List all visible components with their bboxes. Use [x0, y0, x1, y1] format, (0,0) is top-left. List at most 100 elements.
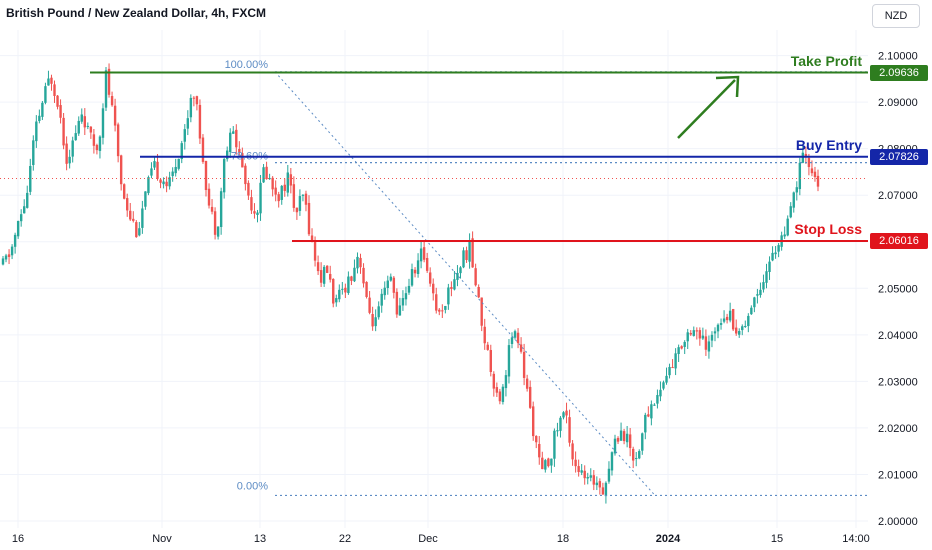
candle-body: [16, 220, 20, 237]
candle-body: [307, 202, 311, 235]
candle-body: [807, 157, 811, 168]
candle-body: [653, 404, 656, 406]
candle-body: [680, 346, 683, 349]
candle-body: [362, 267, 365, 284]
candle-body: [471, 238, 474, 268]
candle-body: [798, 162, 802, 190]
candle-body: [177, 158, 180, 169]
candle-body: [38, 115, 41, 122]
candle-body: [207, 188, 211, 206]
candle-body: [659, 389, 662, 397]
candle-body: [580, 470, 583, 473]
candle-body: [150, 168, 153, 176]
candle-body: [389, 276, 393, 281]
candle-body: [553, 430, 556, 459]
candle-body: [689, 332, 692, 335]
candle-body: [247, 182, 250, 196]
candle-body: [744, 325, 747, 327]
candle-body: [71, 140, 74, 157]
candle-body: [129, 210, 132, 220]
candle-body: [156, 161, 159, 179]
candle-body: [126, 198, 129, 211]
candle-body: [756, 294, 759, 296]
candle-body: [813, 171, 817, 178]
candle-body: [795, 187, 798, 193]
candle-body: [83, 116, 87, 128]
candle-body: [516, 332, 520, 344]
candle-body: [650, 404, 653, 419]
candle-body: [265, 166, 268, 180]
candlestick-series: [1, 63, 820, 504]
candle-body: [289, 174, 293, 186]
candle-body: [771, 252, 774, 261]
candle-body: [101, 108, 105, 138]
time-tick-label: 2024: [656, 533, 681, 545]
candle-body: [56, 95, 59, 107]
candle-body: [183, 129, 186, 142]
candle-body: [701, 335, 705, 339]
candle-body: [407, 285, 411, 293]
candle-body: [410, 269, 414, 286]
candle-body: [122, 184, 126, 199]
candle-body: [380, 293, 383, 306]
candle-body: [292, 184, 296, 208]
candle-body: [116, 124, 120, 157]
candle-body: [107, 68, 111, 95]
currency-button[interactable]: NZD: [872, 4, 920, 28]
candle-body: [671, 367, 674, 369]
candle-body: [774, 252, 777, 255]
candle-body: [210, 206, 214, 212]
time-tick-label: 22: [339, 533, 351, 545]
trade-levels[interactable]: [90, 71, 868, 243]
candle-body: [604, 482, 608, 497]
candle-body: [392, 277, 396, 293]
candle-body: [704, 336, 708, 350]
symbol-title: British Pound / New Zealand Dollar, 4h, …: [6, 6, 267, 20]
candle-body: [19, 214, 23, 222]
candle-body: [65, 143, 68, 164]
price-axis[interactable]: 2.100002.090002.080002.070002.060002.050…: [878, 51, 918, 528]
candle-body: [525, 378, 529, 389]
candle-body: [277, 194, 280, 202]
buy-entry-label: Buy Entry: [795, 136, 862, 153]
candle-body: [304, 193, 308, 205]
price-tick-label: 2.09000: [878, 97, 918, 109]
candle-body: [244, 165, 247, 185]
candle-body: [559, 417, 562, 431]
candle-body: [332, 278, 335, 304]
candle-body: [695, 330, 699, 332]
candle-body: [738, 331, 741, 335]
buy-entry-price-tag: 2.07826: [870, 148, 928, 165]
candle-body: [719, 323, 723, 325]
time-axis[interactable]: 16 Nov 13 22 Dec 18 2024 15 14:00: [12, 533, 870, 545]
candle-body: [77, 120, 80, 134]
price-tick-label: 2.10000: [878, 51, 918, 63]
candle-body: [1, 258, 5, 265]
candle-body: [110, 96, 114, 106]
fibonacci-retracement[interactable]: 100.00%78.60%0.00%: [0, 59, 868, 497]
candle-body: [535, 435, 538, 443]
candle-body: [789, 206, 792, 218]
candle-body: [698, 330, 702, 339]
candle-body: [495, 387, 499, 393]
candle-body: [4, 255, 8, 260]
candle-body: [528, 386, 532, 408]
candle-body: [241, 153, 244, 168]
candle-body: [298, 196, 302, 211]
candle-body: [371, 314, 374, 327]
candle-body: [762, 282, 765, 290]
candle-body: [350, 276, 353, 281]
candle-body: [428, 272, 432, 284]
candle-body: [319, 270, 323, 283]
price-tick-label: 2.03000: [878, 376, 918, 388]
candle-body: [141, 208, 144, 228]
time-tick-label: 18: [557, 533, 569, 545]
candle-body: [734, 327, 738, 334]
candle-body: [550, 458, 553, 466]
candle-body: [113, 105, 117, 126]
candle-body: [589, 475, 592, 478]
candle-body: [504, 375, 508, 389]
candle-body: [213, 211, 217, 235]
candle-body: [601, 487, 605, 495]
